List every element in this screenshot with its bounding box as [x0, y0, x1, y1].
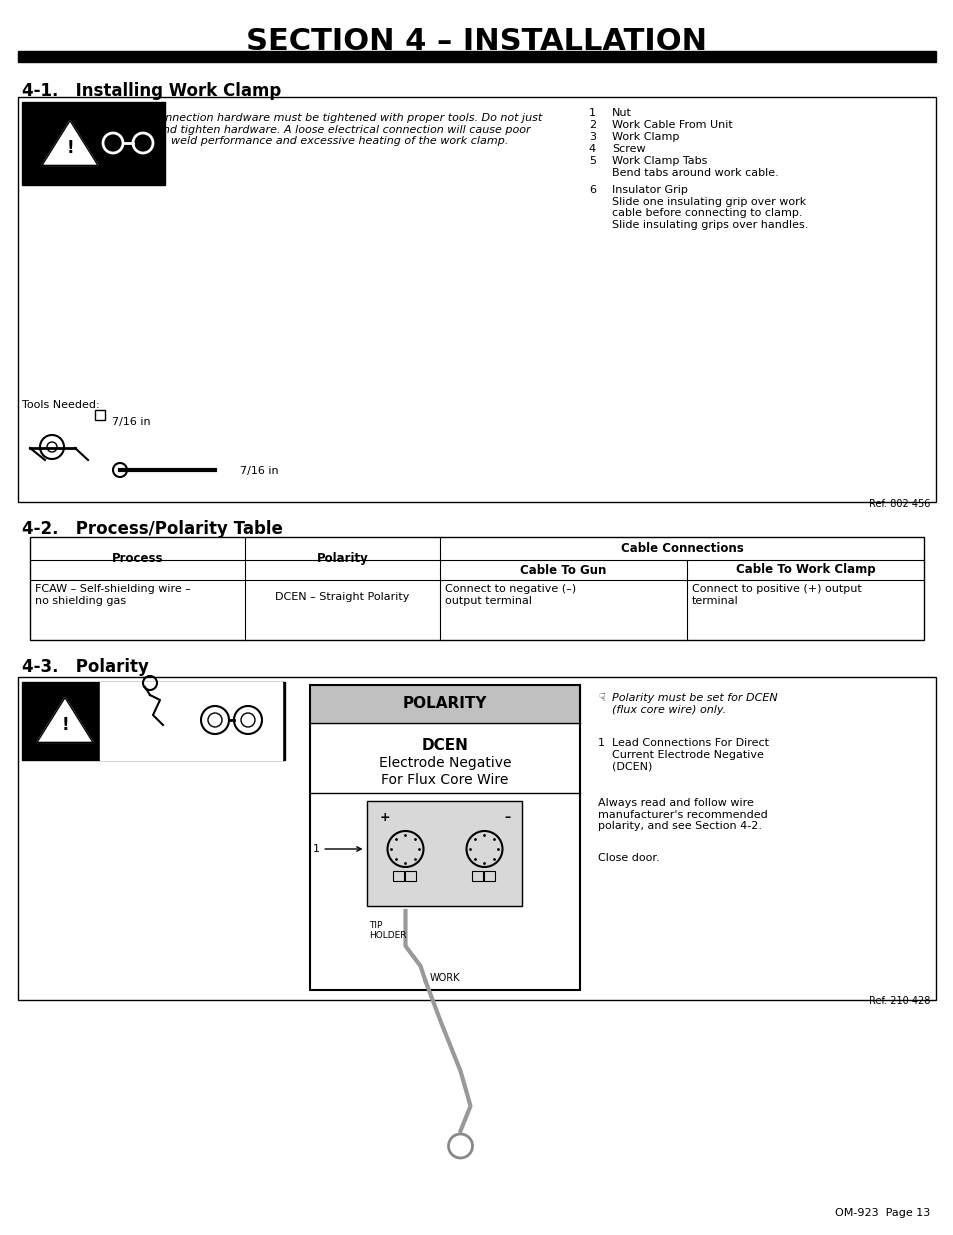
Text: DCEN – Straight Polarity: DCEN – Straight Polarity [275, 592, 409, 601]
Text: 4: 4 [588, 144, 596, 154]
Text: 6: 6 [588, 185, 596, 195]
Text: Work Clamp: Work Clamp [612, 132, 679, 142]
Text: Lead Connections For Direct
Current Electrode Negative
(DCEN): Lead Connections For Direct Current Elec… [612, 739, 768, 771]
Text: –: – [504, 811, 510, 824]
Text: 7/16 in: 7/16 in [240, 466, 278, 475]
Text: Close door.: Close door. [598, 853, 659, 863]
Polygon shape [37, 698, 92, 742]
Text: 2: 2 [588, 120, 596, 130]
Text: Always read and follow wire
manufacturer's recommended
polarity, and see Section: Always read and follow wire manufacturer… [598, 798, 767, 831]
Text: FCAW – Self-shielding wire –
no shielding gas: FCAW – Self-shielding wire – no shieldin… [35, 584, 191, 605]
Text: 4-3.   Polarity: 4-3. Polarity [22, 658, 149, 676]
Text: Cable To Work Clamp: Cable To Work Clamp [735, 563, 875, 577]
Text: 7/16 in: 7/16 in [112, 417, 151, 427]
Text: Screw: Screw [612, 144, 645, 154]
Text: 1: 1 [313, 844, 361, 853]
Bar [393, 871, 404, 881]
Text: Slide one insulating grip over work: Slide one insulating grip over work [612, 198, 805, 207]
Text: TIP
HOLDER: TIP HOLDER [369, 921, 407, 940]
Text: Polarity: Polarity [316, 552, 368, 564]
Bar [18, 677, 935, 1000]
Text: Work Clamp Tabs: Work Clamp Tabs [612, 156, 706, 165]
Bar [22, 682, 285, 760]
Polygon shape [42, 121, 98, 165]
Bar [190, 682, 282, 760]
Text: Ref. 802 456: Ref. 802 456 [868, 499, 929, 509]
Text: Tools Needed:: Tools Needed: [22, 400, 99, 410]
Text: Slide insulating grips over handles.: Slide insulating grips over handles. [612, 220, 807, 230]
Text: ☟  Connection hardware must be tightened with proper tools. Do not just
hand tig: ☟ Connection hardware must be tightened … [137, 112, 542, 146]
Text: Cable Connections: Cable Connections [620, 542, 742, 555]
Bar [472, 871, 483, 881]
Bar [18, 98, 935, 501]
Text: cable before connecting to clamp.: cable before connecting to clamp. [612, 207, 801, 219]
Text: Bend tabs around work cable.: Bend tabs around work cable. [612, 168, 778, 178]
Bar [310, 685, 579, 722]
Text: !: ! [66, 140, 73, 157]
Text: Electrode Negative: Electrode Negative [378, 756, 511, 769]
Text: Insulator Grip: Insulator Grip [612, 185, 687, 195]
Bar [367, 802, 522, 906]
Bar [95, 410, 105, 420]
Bar [367, 802, 522, 906]
Text: Cable To Gun: Cable To Gun [519, 563, 606, 577]
Bar [405, 871, 416, 881]
Text: 4-2.   Process/Polarity Table: 4-2. Process/Polarity Table [22, 520, 283, 538]
Bar [100, 682, 190, 760]
Text: SECTION 4 – INSTALLATION: SECTION 4 – INSTALLATION [246, 27, 707, 57]
Text: Work Cable From Unit: Work Cable From Unit [612, 120, 732, 130]
Text: Polarity must be set for DCEN
(flux core wire) only.: Polarity must be set for DCEN (flux core… [612, 693, 777, 715]
Text: +: + [379, 811, 390, 824]
Bar [18, 51, 935, 62]
Bar [310, 685, 579, 990]
Text: For Flux Core Wire: For Flux Core Wire [381, 773, 508, 787]
Text: Ref. 210 428: Ref. 210 428 [868, 995, 929, 1007]
Text: Connect to negative (–)
output terminal: Connect to negative (–) output terminal [444, 584, 576, 605]
Text: !: ! [61, 716, 69, 734]
Text: POLARITY: POLARITY [402, 697, 487, 711]
Text: 1: 1 [588, 107, 596, 119]
Text: 4-1.   Installing Work Clamp: 4-1. Installing Work Clamp [22, 82, 281, 100]
Bar [484, 871, 495, 881]
Text: 1: 1 [598, 739, 604, 748]
Text: WORK: WORK [429, 973, 459, 983]
Text: 5: 5 [588, 156, 596, 165]
Text: DCEN: DCEN [421, 737, 468, 752]
Circle shape [40, 435, 64, 459]
Bar [22, 103, 165, 185]
Text: Nut: Nut [612, 107, 631, 119]
Text: OM-923  Page 13: OM-923 Page 13 [834, 1208, 929, 1218]
Text: 3: 3 [588, 132, 596, 142]
Text: Process: Process [112, 552, 163, 564]
Text: Connect to positive (+) output
terminal: Connect to positive (+) output terminal [691, 584, 861, 605]
Text: ☟: ☟ [598, 693, 604, 703]
Bar [30, 537, 923, 640]
